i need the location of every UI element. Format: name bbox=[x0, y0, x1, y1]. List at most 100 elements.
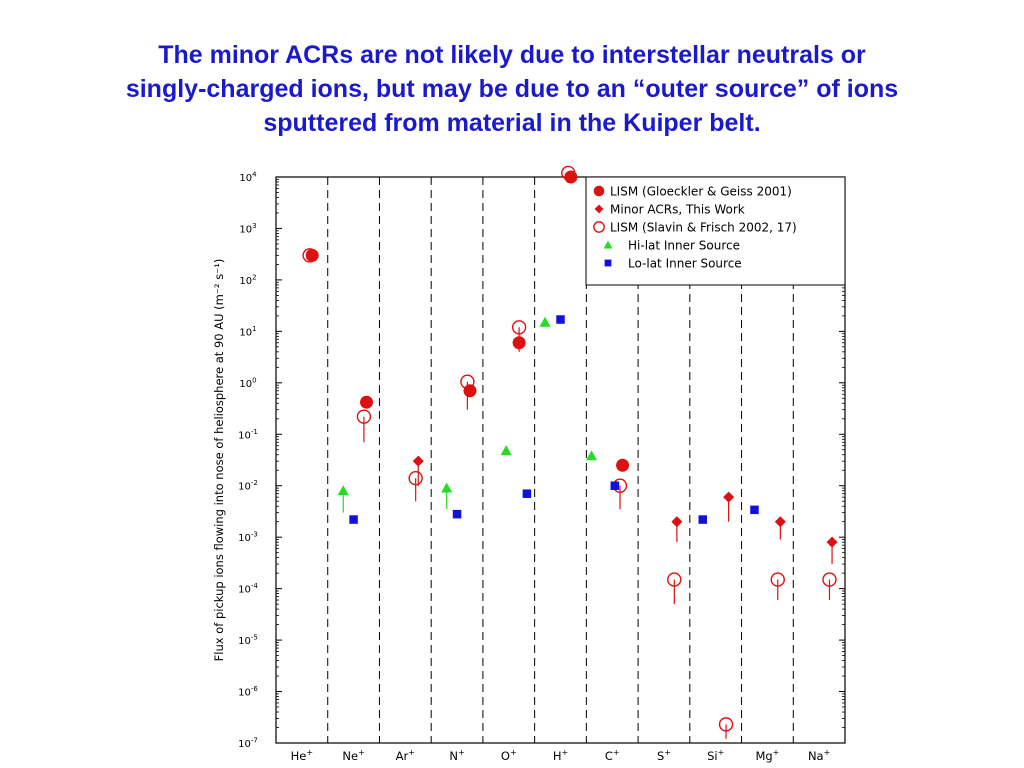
y-tick-label-base: 10 bbox=[239, 224, 252, 235]
category-label-h-base: H bbox=[553, 749, 562, 763]
data-point bbox=[452, 509, 462, 519]
data-point bbox=[356, 409, 372, 424]
category-label-n: N+ bbox=[449, 748, 464, 763]
chart-container: 104 103 102 101 100 10-1 10-2 10-3 10-4 10-5 10-6 1… bbox=[205, 160, 853, 768]
y-tick-label: 10-3 bbox=[238, 531, 258, 545]
data-point bbox=[561, 165, 576, 181]
data-point bbox=[460, 374, 475, 389]
y-tick-label-base: 10 bbox=[238, 688, 251, 699]
data-point bbox=[774, 516, 786, 528]
category-label-o-base: O bbox=[501, 749, 510, 763]
y-tick-label: 10-5 bbox=[238, 634, 258, 648]
y-tick-label-exp: -6 bbox=[251, 685, 259, 693]
y-tick-label-base: 10 bbox=[238, 636, 251, 647]
category-label-n-exp: + bbox=[458, 748, 465, 757]
category-label-c-base: C bbox=[605, 749, 613, 763]
category-label-mg-base: Mg bbox=[755, 749, 772, 763]
data-point bbox=[408, 471, 423, 486]
y-tick-label-base: 10 bbox=[239, 327, 252, 338]
data-point bbox=[511, 320, 527, 335]
category-label-c: C+ bbox=[605, 748, 620, 763]
legend-label: LISM (Slavin & Frisch 2002, 17) bbox=[610, 221, 797, 235]
title-line-3: sputtered from material in the Kuiper be… bbox=[263, 109, 761, 137]
category-label-h-exp: + bbox=[561, 748, 568, 757]
data-point bbox=[586, 450, 598, 461]
legend-marker-triangle bbox=[603, 240, 613, 249]
series-square bbox=[349, 315, 759, 524]
title-line-1: The minor ACRs are not likely due to int… bbox=[158, 41, 866, 69]
data-point bbox=[539, 316, 551, 327]
category-label-si-base: Si bbox=[707, 749, 718, 763]
category-label-ar-exp: + bbox=[408, 748, 415, 757]
data-point bbox=[723, 491, 735, 503]
legend-marker-filled-circle bbox=[593, 185, 605, 197]
title-line-2: singly-charged ions, but may be due to a… bbox=[125, 75, 899, 103]
y-tick-label-base: 10 bbox=[239, 173, 252, 184]
data-point bbox=[826, 536, 838, 548]
category-label-he: He+ bbox=[291, 748, 313, 763]
x-category-labels: He+ Ne+ Ar+ N+ O+ H+ C+ S+ Si+ Mg+ Na+ bbox=[291, 748, 831, 763]
y-tick-label: 10-6 bbox=[238, 685, 258, 699]
data-point bbox=[610, 481, 620, 490]
y-tick-label-base: 10 bbox=[238, 430, 251, 441]
category-label-mg: Mg+ bbox=[755, 748, 779, 763]
y-axis-ticks: 10410310210110010-110-210-310-410-510-61… bbox=[238, 171, 845, 751]
category-label-he-base: He bbox=[291, 749, 307, 763]
series-open-circle bbox=[302, 165, 837, 739]
legend-marker-diamond bbox=[594, 204, 604, 214]
legend-label: Minor ACRs, This Work bbox=[610, 203, 745, 217]
series-diamond bbox=[412, 455, 838, 565]
y-tick-label-exp: -4 bbox=[251, 582, 259, 590]
category-label-na-base: Na bbox=[808, 749, 824, 763]
y-tick-label-exp: 4 bbox=[252, 171, 257, 179]
category-label-h: H+ bbox=[553, 748, 568, 763]
data-point bbox=[337, 485, 349, 496]
category-label-si-exp: + bbox=[718, 748, 725, 757]
y-tick-label: 100 bbox=[239, 376, 256, 390]
category-label-mg-exp: + bbox=[773, 748, 780, 757]
slide-title: The minor ACRs are not likely due to int… bbox=[40, 38, 984, 140]
legend-marker-square bbox=[604, 259, 612, 267]
y-tick-label-exp: -1 bbox=[251, 428, 258, 436]
y-tick-label-exp: -5 bbox=[251, 634, 258, 642]
legend-label: Lo-lat Inner Source bbox=[628, 257, 742, 271]
category-label-o: O+ bbox=[501, 748, 517, 763]
y-tick-label: 10-1 bbox=[238, 428, 258, 442]
category-label-ar: Ar+ bbox=[396, 748, 415, 763]
category-label-n-base: N bbox=[449, 749, 458, 763]
plot-frame bbox=[275, 176, 846, 744]
series-triangle bbox=[337, 316, 598, 513]
y-tick-label-exp: -7 bbox=[251, 737, 258, 745]
data-point bbox=[698, 515, 707, 524]
data-point bbox=[441, 482, 453, 493]
data-point bbox=[302, 248, 317, 263]
data-point bbox=[822, 572, 837, 587]
legend-label: Hi-lat Inner Source bbox=[628, 239, 740, 253]
category-label-ne-base: Ne bbox=[342, 749, 358, 763]
category-label-s: S+ bbox=[657, 748, 671, 763]
data-point bbox=[360, 395, 374, 409]
data-point bbox=[667, 572, 682, 587]
y-tick-label: 101 bbox=[239, 325, 256, 339]
data-point bbox=[750, 505, 759, 515]
category-label-na-exp: + bbox=[824, 748, 831, 757]
category-label-na: Na+ bbox=[808, 748, 830, 763]
data-point bbox=[556, 315, 565, 324]
data-point bbox=[522, 489, 532, 498]
y-tick-label-exp: 1 bbox=[252, 325, 256, 333]
series-filled-circle bbox=[305, 170, 630, 472]
y-tick-label: 103 bbox=[239, 222, 256, 236]
y-axis-label: Flux of pickup ions flowing into nose of… bbox=[212, 259, 226, 662]
data-point bbox=[463, 384, 477, 398]
category-label-s-base: S bbox=[657, 749, 664, 763]
legend-box bbox=[585, 176, 846, 286]
y-tick-label: 10-2 bbox=[238, 479, 258, 493]
category-label-si: Si+ bbox=[707, 748, 724, 763]
data-point bbox=[770, 572, 785, 587]
y-tick-label-base: 10 bbox=[239, 276, 252, 287]
y-tick-label-base: 10 bbox=[238, 585, 251, 596]
data-point bbox=[671, 516, 683, 528]
category-label-ne: Ne+ bbox=[342, 748, 364, 763]
y-tick-label: 10-7 bbox=[238, 737, 258, 751]
legend: LISM (Gloeckler & Geiss 2001) Minor ACRs,… bbox=[585, 176, 846, 286]
